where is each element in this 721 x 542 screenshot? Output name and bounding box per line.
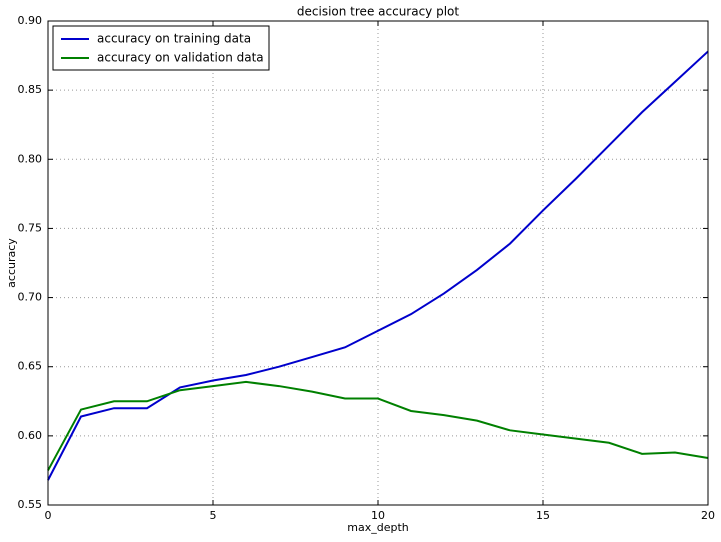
y-tick-label: 0.80 (18, 152, 43, 165)
chart-title: decision tree accuracy plot (297, 5, 459, 19)
legend-box (52, 25, 270, 71)
y-tick-label: 0.65 (18, 360, 43, 373)
y-tick-label: 0.75 (18, 221, 43, 234)
series-line (47, 380, 709, 471)
x-tick-label: 15 (536, 509, 550, 522)
legend-label: accuracy on training data (97, 32, 251, 46)
y-tick-label: 0.85 (18, 83, 43, 96)
legend-label: accuracy on validation data (97, 51, 264, 65)
x-axis-label: max_depth (347, 521, 409, 534)
x-tick-label: 5 (210, 509, 217, 522)
y-tick-label: 0.55 (18, 498, 43, 511)
series-line (47, 50, 709, 481)
x-tick-label: 20 (701, 509, 715, 522)
x-tick-label: 10 (371, 509, 385, 522)
y-tick-label: 0.60 (18, 429, 43, 442)
x-tick-label: 0 (45, 509, 52, 522)
y-tick-label: 0.70 (18, 291, 43, 304)
y-axis-label: accuracy (5, 238, 18, 288)
y-tick-label: 0.90 (18, 14, 43, 27)
plot-frame (47, 20, 709, 506)
